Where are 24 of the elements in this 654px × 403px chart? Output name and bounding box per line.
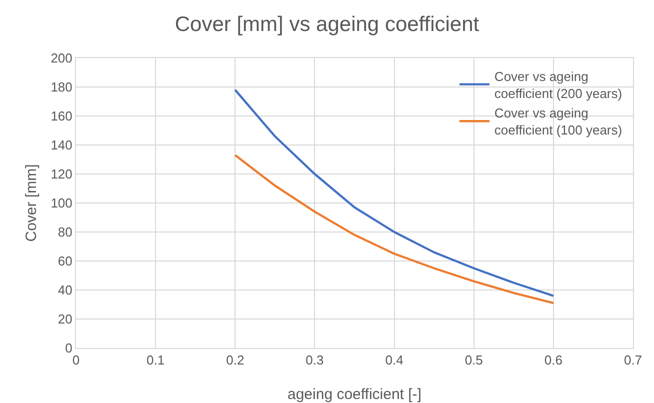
x-tick-label: 0.7 bbox=[624, 352, 642, 368]
x-tick-label: 0.4 bbox=[385, 352, 404, 368]
x-tick-label: 0.6 bbox=[544, 352, 562, 368]
x-tick-label: 0.5 bbox=[464, 352, 483, 368]
legend-label: Cover vs ageing coefficient (100 years) bbox=[494, 106, 622, 138]
y-tick-label: 20 bbox=[58, 312, 72, 327]
legend-label: Cover vs ageing coefficient (200 years) bbox=[494, 68, 622, 101]
x-tick-label: 0.3 bbox=[306, 352, 324, 368]
y-tick-label: 40 bbox=[58, 282, 72, 298]
y-tick-label: 0 bbox=[65, 340, 72, 356]
y-tick-label: 80 bbox=[58, 224, 72, 240]
x-tick-label: 0.1 bbox=[146, 352, 165, 368]
x-axis-title: ageing coefficient [-] bbox=[288, 386, 422, 403]
y-tick-label: 160 bbox=[50, 108, 72, 124]
y-tick-label: 180 bbox=[50, 80, 72, 95]
y-tick-label: 200 bbox=[50, 50, 72, 66]
chart-title: Cover [mm] vs ageing coefficient bbox=[174, 12, 480, 36]
y-tick-label: 60 bbox=[58, 254, 72, 269]
y-axis-title: Cover [mm] bbox=[23, 164, 40, 242]
line-series bbox=[234, 154, 555, 304]
y-tick-label: 100 bbox=[50, 196, 72, 211]
y-tick-label: 120 bbox=[50, 166, 72, 182]
y-tick-label: 140 bbox=[50, 138, 72, 153]
x-tick-label: 0.2 bbox=[226, 352, 244, 368]
